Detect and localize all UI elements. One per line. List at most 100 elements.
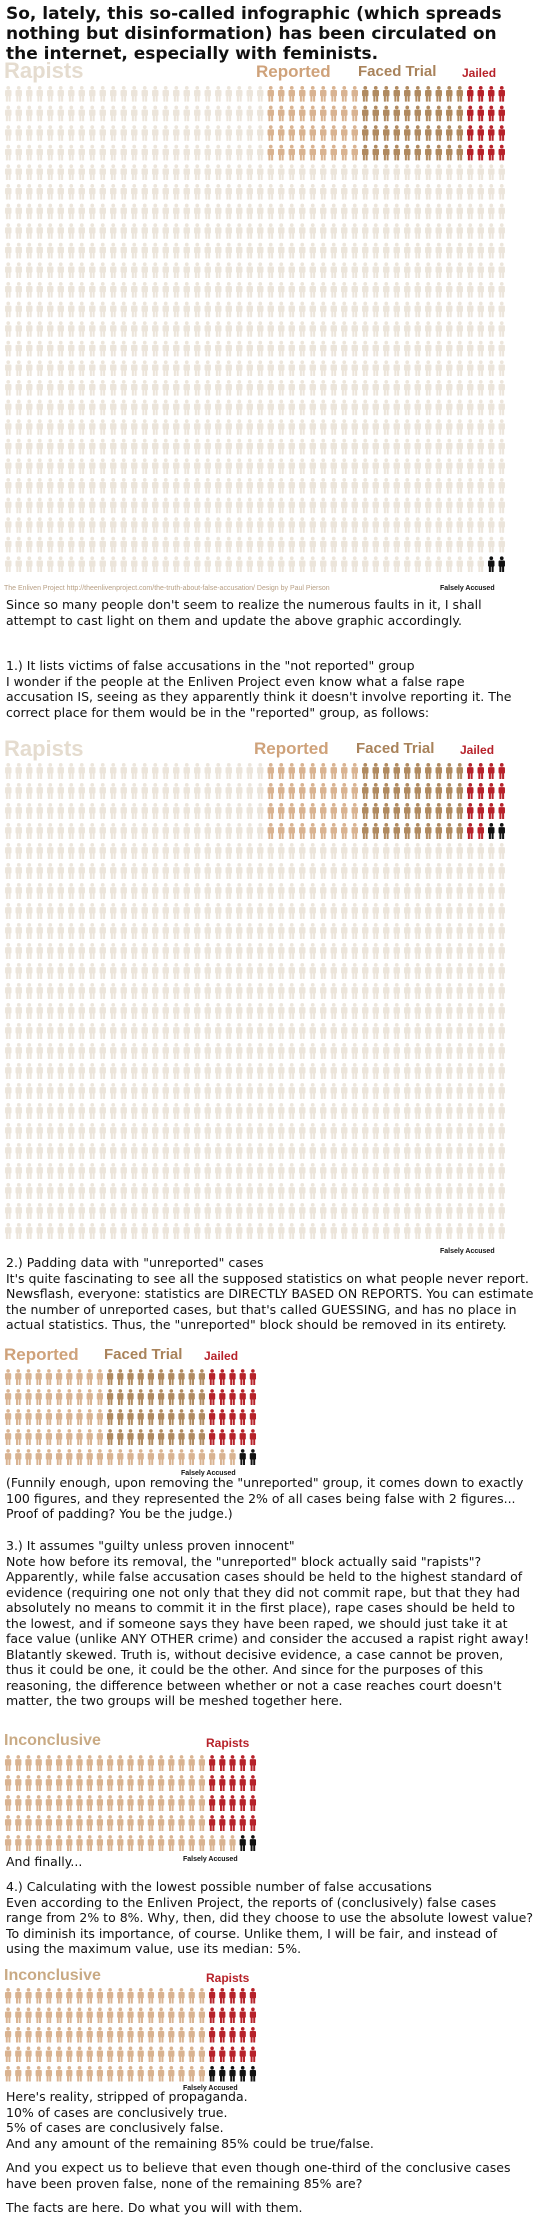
person-figure [57, 144, 64, 161]
person-figure [157, 1775, 165, 1791]
person-figure [341, 360, 348, 376]
person-figure [89, 1043, 96, 1059]
person-figure [425, 380, 432, 396]
person-figure [173, 340, 180, 357]
person-figure [4, 2007, 12, 2023]
person-figure [141, 399, 148, 416]
person-figure [330, 301, 337, 318]
person-figure [341, 1183, 348, 1199]
person-figure [425, 556, 432, 572]
person-figure [341, 943, 348, 959]
person-figure [425, 1123, 432, 1139]
person-figure [278, 321, 285, 337]
person-figure [120, 262, 127, 278]
person-figure [341, 863, 348, 879]
person-figure [362, 438, 369, 455]
person-figure [435, 1223, 442, 1239]
person-figure [204, 517, 211, 533]
person-figure [162, 1083, 169, 1099]
person-figure [383, 903, 390, 919]
person-figure [435, 1063, 442, 1079]
person-figure [467, 223, 474, 239]
person-figure [309, 803, 316, 819]
person-figure [477, 262, 484, 278]
person-figure [236, 1003, 243, 1019]
person-figure [15, 478, 22, 494]
person-figure [372, 399, 379, 416]
person-figure [425, 1203, 432, 1219]
person-figure [120, 943, 127, 959]
person-figure [25, 1429, 32, 1445]
person-figure [239, 1988, 246, 2004]
person-figure [414, 478, 421, 494]
person-figure [57, 1063, 64, 1079]
person-figure [278, 184, 285, 200]
person-figure [488, 223, 495, 239]
person-figure [68, 419, 75, 435]
person-figure [446, 823, 453, 839]
person-figure [257, 763, 264, 779]
person-figure [299, 144, 306, 161]
person-figure [498, 242, 505, 259]
person-figure [246, 517, 253, 533]
inconclusive-infographic-2pct: Inconclusive Rapists Falsely Accused [0, 1732, 542, 1863]
person-figure [26, 963, 33, 979]
person-figure [198, 2066, 206, 2082]
person-figure [55, 2066, 63, 2082]
person-figure [351, 340, 358, 357]
person-figure [225, 556, 232, 572]
person-figure [120, 360, 127, 376]
faced-trial-label: Faced Trial [356, 740, 435, 757]
person-figure [68, 1183, 75, 1199]
person-figure [173, 556, 180, 572]
person-figure [204, 262, 211, 278]
person-figure [99, 1183, 106, 1199]
person-figure [110, 1023, 117, 1039]
person-figure [446, 321, 453, 337]
person-figure [89, 125, 96, 141]
person-figure [86, 1815, 93, 1831]
person-figure [330, 883, 337, 899]
person-figure [404, 1183, 411, 1199]
person-figure [120, 803, 127, 819]
person-figure [110, 203, 117, 220]
person-figure [246, 360, 253, 376]
person-figure [225, 223, 232, 239]
person-figure [4, 1755, 12, 1771]
person-figure [320, 1003, 327, 1019]
person-figure [425, 282, 432, 298]
person-figure [183, 399, 190, 416]
person-figure [127, 1835, 134, 1851]
person-figure [78, 125, 85, 141]
person-figure [414, 1063, 421, 1079]
person-figure [267, 360, 274, 376]
person-figure [383, 983, 390, 999]
person-figure [47, 262, 54, 278]
person-figure [404, 1163, 411, 1179]
person-figure [446, 282, 453, 298]
person-figure [117, 1389, 124, 1405]
person-figure [15, 380, 22, 396]
person-figure [47, 1003, 54, 1019]
person-figure [198, 1988, 206, 2004]
person-figure [15, 1795, 22, 1811]
person-figure [35, 1835, 42, 1851]
person-figure [45, 1429, 53, 1445]
person-figure [120, 399, 127, 416]
person-figure [236, 1023, 243, 1039]
person-figure [194, 1123, 201, 1139]
person-figure [36, 843, 43, 859]
person-figure [320, 1183, 327, 1199]
person-figure [183, 458, 190, 474]
person-figure [110, 360, 117, 376]
person-figure [299, 1103, 306, 1119]
person-figure [435, 1163, 442, 1179]
person-figure [267, 903, 274, 919]
person-figure [425, 536, 432, 553]
person-figure [194, 1183, 201, 1199]
person-figure [341, 262, 348, 278]
person-figure [188, 1835, 195, 1851]
person-figure [257, 86, 264, 102]
person-figure [372, 1003, 379, 1019]
person-figure [446, 803, 453, 819]
